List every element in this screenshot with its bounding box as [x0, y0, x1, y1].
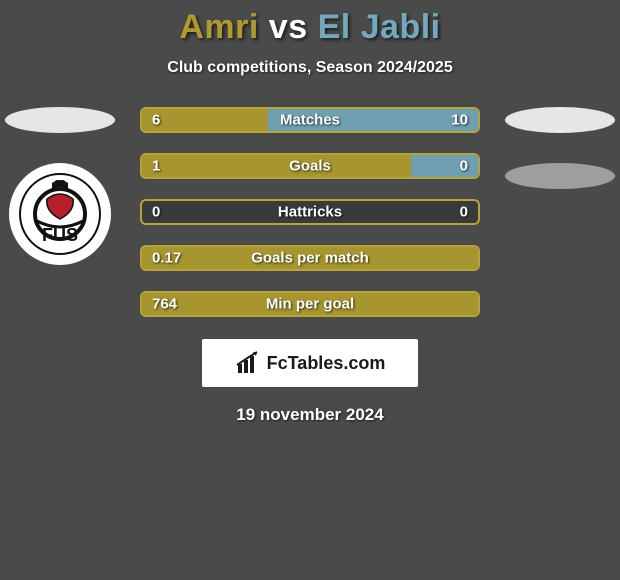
vs-text: vs — [269, 8, 308, 46]
stat-bars: 610Matches10Goals00Hattricks0.17Goals pe… — [140, 107, 480, 317]
brand-chart-icon — [235, 350, 261, 376]
stat-bar: 764 Min per goal — [140, 291, 480, 317]
date-text: 19 november 2024 — [0, 405, 620, 425]
stat-label: Goals per match — [251, 250, 369, 267]
content-area: FUS 610Matches10Goals00Hattricks0.17Goal… — [0, 107, 620, 425]
left-column: FUS — [0, 107, 120, 265]
player1-club-logo: FUS — [9, 163, 111, 265]
stat-value-right: 10 — [451, 112, 468, 129]
player2-name: El Jabli — [318, 8, 441, 46]
stat-bar: 1 0 Goals — [140, 153, 480, 179]
brand-box: FcTables.com — [202, 339, 418, 387]
right-column — [500, 107, 620, 189]
stat-value-left: 6 — [152, 112, 160, 129]
stat-value-left: 0 — [152, 204, 160, 221]
comparison-title: Amri vs El Jabli — [0, 0, 620, 47]
stat-segment-left — [142, 109, 268, 131]
subtitle: Club competitions, Season 2024/2025 — [0, 59, 620, 77]
player2-photo-placeholder — [505, 107, 615, 133]
player1-name: Amri — [179, 8, 258, 46]
stat-label: Goals — [289, 158, 331, 175]
stat-value-left: 1 — [152, 158, 160, 175]
fus-logo-icon: FUS — [17, 171, 103, 257]
stat-value-right: 0 — [460, 204, 468, 221]
stat-value-left: 764 — [152, 296, 177, 313]
stat-bar: 0 0 Hattricks — [140, 199, 480, 225]
stat-value-left: 0.17 — [152, 250, 181, 267]
stat-label: Hattricks — [278, 204, 342, 221]
stat-label: Min per goal — [266, 296, 354, 313]
stat-bar: 0.17 Goals per match — [140, 245, 480, 271]
club-logo-fus: FUS — [17, 171, 103, 257]
player2-club-placeholder — [505, 163, 615, 189]
player1-photo-placeholder — [5, 107, 115, 133]
stat-label: Matches — [280, 112, 340, 129]
stat-value-right: 0 — [460, 158, 468, 175]
stat-bar: 6 10 Matches — [140, 107, 480, 133]
stat-segment-left — [142, 155, 411, 177]
brand-text: FcTables.com — [267, 353, 386, 374]
